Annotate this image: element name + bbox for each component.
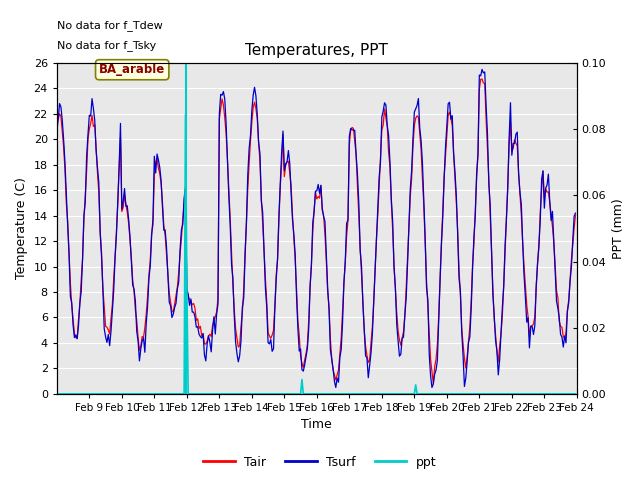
X-axis label: Time: Time — [301, 419, 332, 432]
Tsurf — [332, 384, 340, 390]
Text: BA_arable: BA_arable — [99, 63, 165, 76]
Legend: Tair, Tsurf, ppt: Tair, Tsurf, ppt — [198, 451, 442, 474]
Tsurf — [478, 67, 486, 72]
Tair — [87, 120, 95, 126]
Tair — [422, 278, 430, 284]
Tair — [53, 120, 61, 125]
Line: Tsurf: Tsurf — [57, 70, 575, 387]
Tair — [320, 213, 328, 219]
Tsurf — [424, 297, 432, 302]
Tsurf — [320, 214, 328, 219]
Tsurf — [53, 129, 61, 135]
Tair — [70, 331, 78, 336]
Tsurf — [502, 216, 510, 222]
Y-axis label: Temperature (C): Temperature (C) — [15, 178, 28, 279]
Tair — [478, 76, 486, 82]
Tair — [572, 213, 579, 218]
Title: Temperatures, PPT: Temperatures, PPT — [245, 43, 388, 58]
Y-axis label: PPT (mm): PPT (mm) — [612, 198, 625, 259]
Tair — [502, 216, 510, 221]
Text: No data for f_Tdew: No data for f_Tdew — [57, 20, 163, 31]
Tsurf — [572, 210, 579, 216]
Tair — [570, 225, 578, 231]
Tsurf — [70, 335, 78, 340]
Tair — [429, 381, 437, 386]
Line: Tair: Tair — [57, 79, 575, 384]
Text: No data for f_Tsky: No data for f_Tsky — [57, 40, 156, 51]
Tsurf — [87, 113, 95, 119]
Tsurf — [570, 214, 578, 219]
